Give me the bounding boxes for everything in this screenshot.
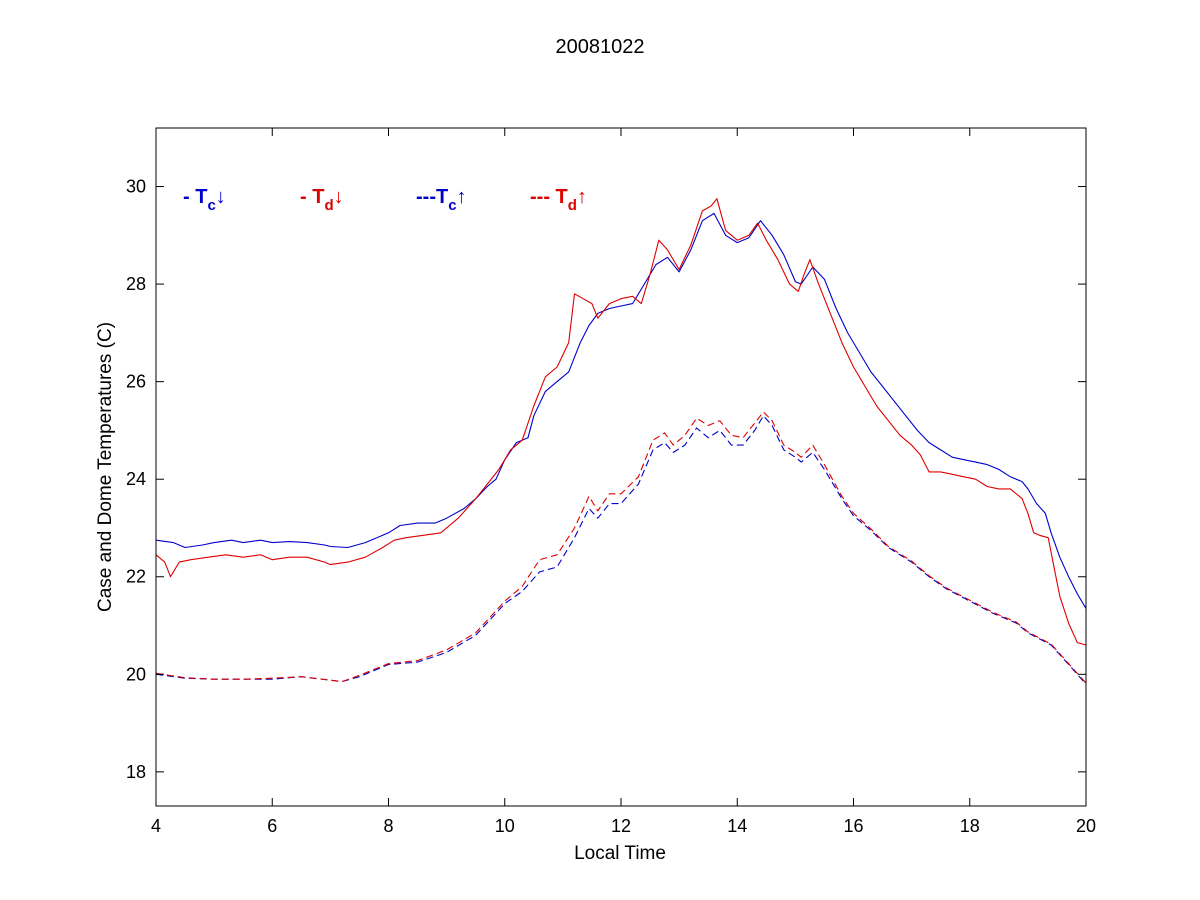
- legend-entry: - Td↓: [300, 186, 344, 214]
- series-td-down: [155, 198, 1087, 646]
- x-tick-label: 18: [960, 816, 980, 836]
- plot-frame: [155, 127, 1087, 807]
- series-td-up: [155, 411, 1087, 684]
- series-group: [155, 198, 1087, 685]
- y-tick-label: 20: [126, 664, 146, 684]
- y-tick-label: 26: [126, 372, 146, 392]
- legend-entry: --- Td↑: [530, 186, 587, 214]
- series-tc-up: [155, 415, 1087, 685]
- x-tick-label: 14: [727, 816, 747, 836]
- axis-ticks: 4 6 8 10 12 14 16 18 20 18 20 22 24 26 28 30: [126, 128, 1096, 836]
- series-tc-down: [155, 212, 1087, 609]
- y-axis-label: Case and Dome Temperatures (C): [95, 322, 116, 612]
- x-tick-label: 8: [383, 816, 393, 836]
- y-tick-label: 28: [126, 274, 146, 294]
- x-tick-label: 12: [611, 816, 631, 836]
- legend-entry: ---Tc↑: [416, 186, 467, 214]
- x-tick-label: 6: [267, 816, 277, 836]
- x-tick-label: 4: [151, 816, 161, 836]
- chart-title: 20081022: [556, 36, 645, 58]
- legend: - Tc↓ - Td↓ ---Tc↑ --- Td↑: [183, 186, 587, 214]
- x-tick-label: 10: [495, 816, 515, 836]
- y-tick-label: 24: [126, 469, 146, 489]
- x-tick-label: 20: [1076, 816, 1096, 836]
- x-tick-label: 16: [843, 816, 863, 836]
- y-tick-label: 22: [126, 567, 146, 587]
- y-tick-label: 30: [126, 177, 146, 197]
- legend-entry: - Tc↓: [183, 186, 226, 214]
- x-axis-label: Local Time: [574, 843, 666, 864]
- y-tick-label: 18: [126, 762, 146, 782]
